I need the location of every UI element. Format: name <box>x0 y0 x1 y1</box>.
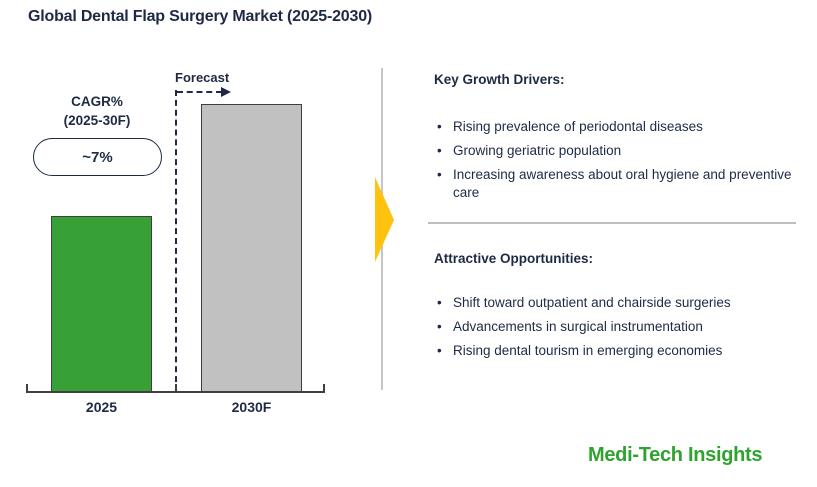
x-label-2030f: 2030F <box>231 399 272 415</box>
list-item: Increasing awareness about oral hygiene … <box>434 166 798 202</box>
list-item: Rising dental tourism in emerging econom… <box>434 342 798 360</box>
opportunities-list: Shift toward outpatient and chairside su… <box>434 294 798 366</box>
opportunities-heading: Attractive Opportunities: <box>434 251 594 266</box>
brand-logo: Medi-Tech Insights <box>588 444 763 466</box>
forecast-arrowhead-icon <box>221 87 231 97</box>
cagr-value: ~7% <box>82 148 113 166</box>
axis-tick-middle <box>175 384 177 391</box>
bar-2025 <box>51 216 152 392</box>
cagr-label-line2: (2025-30F) <box>63 113 131 128</box>
list-item: Shift toward outpatient and chairside su… <box>434 294 798 312</box>
forecast-dashed-divider <box>175 90 177 392</box>
cagr-label-line1: CAGR% <box>71 94 123 109</box>
forecast-dashed-line <box>177 91 222 93</box>
drivers-heading: Key Growth Drivers: <box>434 72 565 87</box>
axis-tick-right <box>323 384 325 391</box>
arrow-right-icon <box>375 177 394 262</box>
bar-2030f <box>201 104 302 392</box>
x-axis <box>26 384 325 393</box>
arrow-right-shape <box>375 177 394 262</box>
list-item: Rising prevalence of periodontal disease… <box>434 118 798 136</box>
x-label-2025: 2025 <box>85 399 118 415</box>
drivers-list: Rising prevalence of periodontal disease… <box>434 118 798 208</box>
page-title: Global Dental Flap Surgery Market (2025-… <box>28 8 373 25</box>
horizontal-divider <box>428 222 796 224</box>
axis-tick-left <box>26 384 28 391</box>
cagr-label: CAGR% (2025-30F) <box>32 92 162 130</box>
forecast-label: Forecast <box>175 70 230 85</box>
cagr-value-badge: ~7% <box>33 138 162 176</box>
list-item: Advancements in surgical instrumentation <box>434 318 798 336</box>
list-item: Growing geriatric population <box>434 142 798 160</box>
